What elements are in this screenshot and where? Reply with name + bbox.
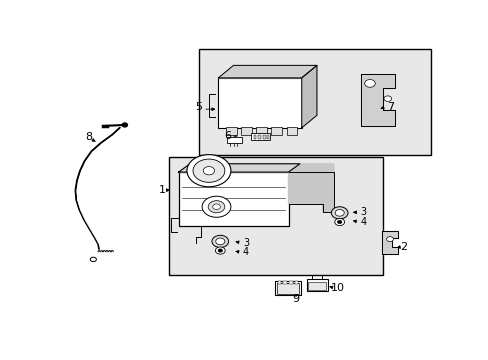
Bar: [277, 281, 281, 284]
Circle shape: [215, 238, 224, 245]
Circle shape: [186, 155, 230, 187]
Text: 10: 10: [330, 283, 344, 293]
Text: 6: 6: [224, 131, 231, 141]
Bar: [275, 281, 301, 296]
Bar: [241, 127, 251, 135]
Circle shape: [334, 219, 344, 226]
Text: 9: 9: [292, 294, 299, 304]
Bar: [307, 282, 326, 291]
Circle shape: [383, 96, 391, 102]
Bar: [286, 127, 297, 135]
Text: 7: 7: [386, 102, 394, 112]
Circle shape: [331, 207, 347, 219]
Bar: [263, 135, 265, 139]
Circle shape: [215, 247, 225, 254]
Text: 4: 4: [360, 217, 366, 227]
Text: 8: 8: [85, 132, 92, 143]
Bar: [258, 135, 260, 139]
Bar: [199, 49, 430, 156]
Text: 2: 2: [400, 242, 407, 252]
Circle shape: [364, 80, 374, 87]
Circle shape: [193, 159, 224, 183]
Circle shape: [90, 257, 96, 262]
Bar: [294, 281, 298, 284]
Bar: [306, 279, 327, 291]
Circle shape: [202, 196, 230, 217]
Circle shape: [337, 220, 341, 224]
Bar: [271, 127, 282, 135]
Bar: [277, 283, 299, 294]
Bar: [283, 281, 286, 284]
Text: 1: 1: [159, 185, 166, 195]
Bar: [250, 133, 269, 140]
Polygon shape: [360, 74, 394, 126]
Circle shape: [218, 249, 222, 252]
Text: 3: 3: [243, 238, 248, 248]
Polygon shape: [382, 231, 398, 255]
Bar: [288, 281, 292, 284]
Polygon shape: [301, 66, 316, 128]
Bar: [225, 127, 236, 135]
Bar: [178, 172, 288, 226]
Bar: [266, 135, 268, 139]
Polygon shape: [218, 66, 316, 78]
Circle shape: [386, 237, 393, 242]
Text: 3: 3: [360, 207, 366, 217]
Bar: [226, 137, 242, 143]
Circle shape: [208, 201, 224, 213]
Bar: [169, 157, 383, 275]
Circle shape: [334, 210, 344, 216]
Bar: [253, 135, 256, 139]
Polygon shape: [178, 164, 299, 172]
Circle shape: [212, 204, 220, 210]
Text: 4: 4: [243, 247, 248, 257]
Bar: [218, 78, 301, 128]
Bar: [256, 127, 266, 135]
Circle shape: [211, 235, 228, 247]
Circle shape: [203, 167, 214, 175]
Text: 5: 5: [194, 102, 202, 112]
Polygon shape: [288, 164, 333, 212]
Circle shape: [122, 123, 127, 127]
